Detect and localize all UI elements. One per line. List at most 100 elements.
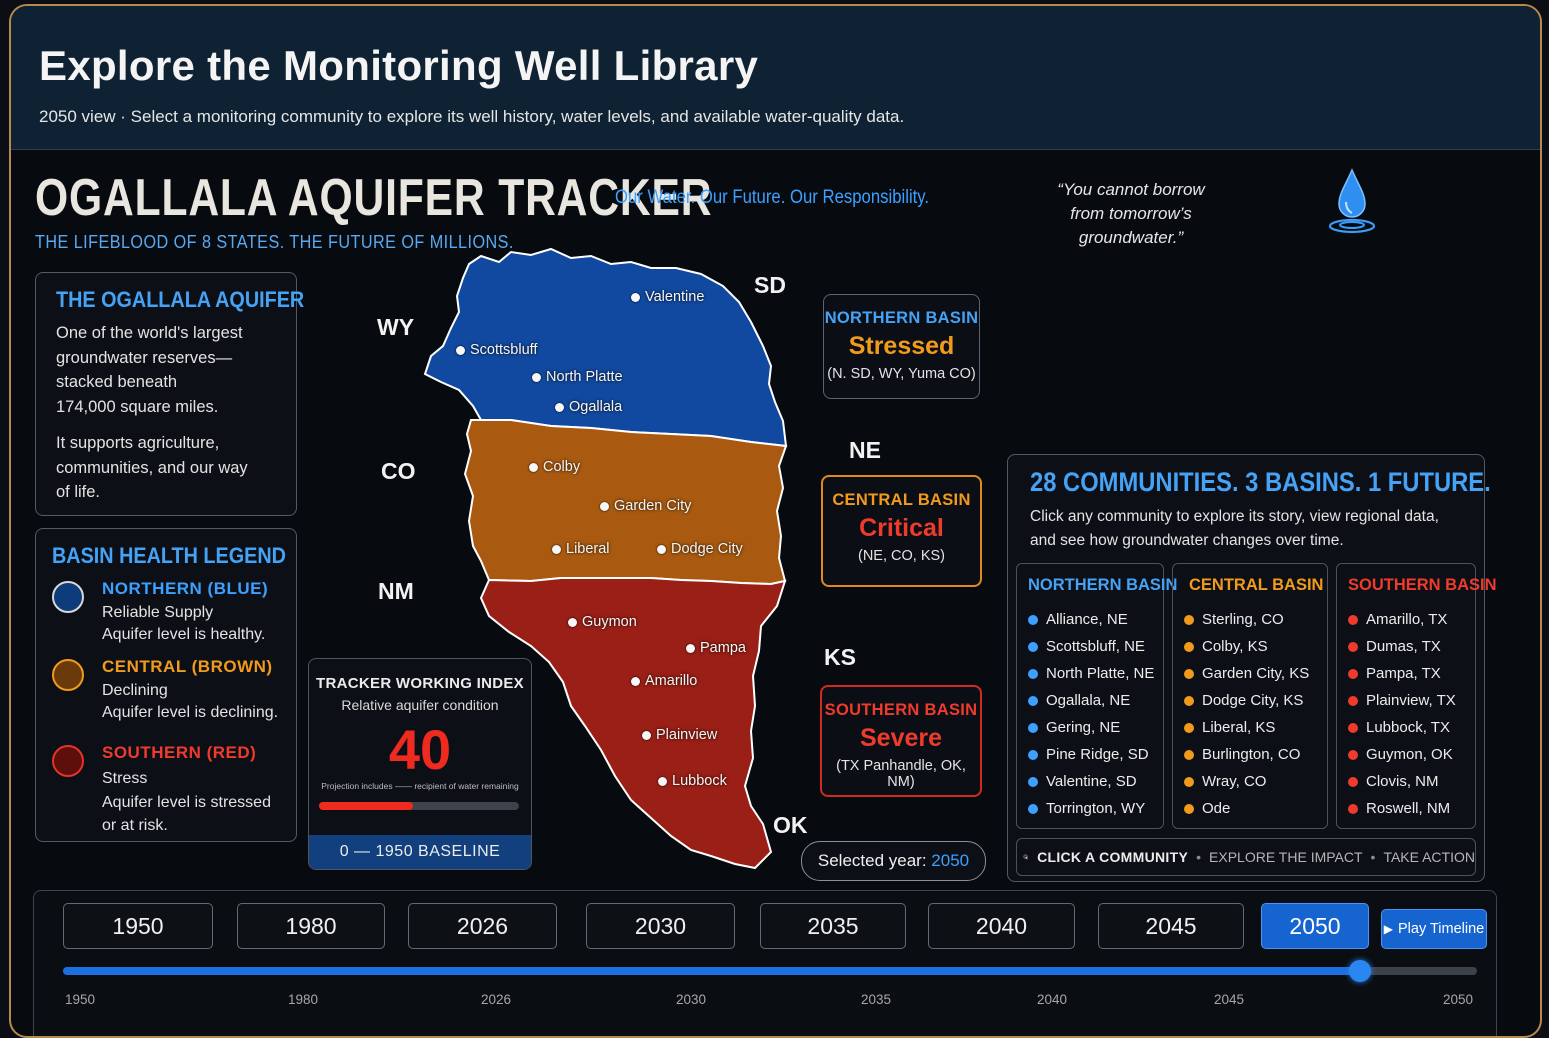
communities-intro: Click any community to explore its story… [1030,505,1439,553]
community-item[interactable]: Pine Ridge, SD [1028,741,1154,768]
cta-explore-impact: EXPLORE THE IMPACT [1209,849,1363,865]
state-label-co: CO [381,458,416,484]
map-city-valentine[interactable]: Valentine [631,289,704,305]
basin-region: (N. SD, WY, Yuma CO) [827,366,976,382]
northern-basin-card[interactable]: NORTHERN BASIN Stressed (N. SD, WY, Yuma… [823,294,980,399]
water-drop-icon [1328,168,1376,234]
aquifer-map [423,247,788,870]
play-timeline-button[interactable]: ▶ Play Timeline [1381,909,1487,949]
quote: “You cannot borrow from tomorrow’s groun… [1026,178,1236,250]
year-button-2050-active[interactable]: 2050 [1261,903,1369,949]
community-item[interactable]: Alliance, NE [1028,606,1154,633]
about-text: One of the world's largest groundwater r… [56,321,248,505]
blue-circle-icon [52,581,84,613]
index-value: 40 [388,718,452,781]
timeline-tick: 2035 [861,992,892,1007]
timeline-slider-handle[interactable] [1348,960,1371,982]
legend-name: SOUTHERN (RED) [102,743,257,762]
map-city-colby[interactable]: Colby [529,459,580,475]
legend-desc: Aquifer level is stressed [102,794,271,811]
community-item[interactable]: Dumas, TX [1348,633,1456,660]
text-line: It supports agriculture, [56,434,220,452]
basin-region: (NE, CO, KS) [857,548,945,564]
map-city-scottsbluff[interactable]: Scottsbluff [456,342,537,358]
map-city-dodge-city[interactable]: Dodge City [657,541,743,557]
cursor-click-icon [1023,854,1029,860]
legend-desc: or at risk. [102,817,168,834]
basin-status: Stressed [848,332,955,360]
community-item[interactable]: Burlington, CO [1184,741,1309,768]
community-item[interactable]: Liberal, KS [1184,714,1309,741]
map-city-pampa[interactable]: Pampa [686,640,746,656]
map-city-amarillo[interactable]: Amarillo [631,673,697,689]
community-item[interactable]: Gering, NE [1028,714,1154,741]
year-button-1950[interactable]: 1950 [63,903,213,949]
community-item[interactable]: Dodge City, KS [1184,687,1309,714]
community-item[interactable]: Garden City, KS [1184,660,1309,687]
central-basin-card[interactable]: CENTRAL BASIN Critical (NE, CO, KS) [821,475,982,587]
community-item[interactable]: Valentine, SD [1028,768,1154,795]
year-button-2026[interactable]: 2026 [408,903,557,949]
map-city-lubbock[interactable]: Lubbock [658,773,727,789]
cta-bar: CLICK A COMMUNITY • EXPLORE THE IMPACT •… [1016,838,1476,876]
southern-basin-region[interactable] [479,577,787,870]
tracker-index-panel: TRACKER WORKING INDEX Relative aquifer c… [308,658,532,870]
community-item[interactable]: Pampa, TX [1348,660,1456,687]
community-item[interactable]: Wray, CO [1184,768,1309,795]
community-item[interactable]: Scottsbluff, NE [1028,633,1154,660]
map-city-garden-city[interactable]: Garden City [600,498,691,514]
northern-basin-region[interactable] [423,247,788,448]
selected-year-label: Selected year: [817,851,927,870]
southern-basin-card[interactable]: SOUTHERN BASIN Severe (TX Panhandle, OK,… [820,685,982,797]
central-community-list: CENTRAL BASIN Sterling, CO Colby, KS Gar… [1172,563,1328,829]
legend-name: CENTRAL (BROWN) [102,657,273,676]
community-item[interactable]: Plainview, TX [1348,687,1456,714]
year-button-2040[interactable]: 2040 [928,903,1075,949]
map-city-liberal[interactable]: Liberal [552,541,610,557]
map-city-plainview[interactable]: Plainview [642,727,717,743]
year-button-2035[interactable]: 2035 [760,903,906,949]
text-line: One of the world's largest [56,324,243,342]
community-item[interactable]: Sterling, CO [1184,606,1309,633]
text-line: communities, and our way [56,458,248,477]
text-line: of life. [56,483,101,501]
community-item[interactable]: Roswell, NM [1348,795,1456,822]
brown-circle-icon [52,659,84,691]
community-item[interactable]: North Platte, NE [1028,660,1154,687]
map-city-north-platte[interactable]: North Platte [532,369,623,385]
community-item[interactable]: Guymon, OK [1348,741,1456,768]
text-line: groundwater reserves— [56,348,233,367]
page-subtitle: 2050 view · Select a monitoring communit… [39,107,905,126]
basin-status: Critical [859,514,944,542]
community-item[interactable]: Colby, KS [1184,633,1309,660]
selected-year-value: 2050 [931,851,970,870]
community-item[interactable]: Ogallala, NE [1028,687,1154,714]
basin-name: NORTHERN BASIN [824,309,979,327]
page-title: Explore the Monitoring Well Library [39,42,759,89]
year-button-2030[interactable]: 2030 [586,903,735,949]
basin-region: (TX Panhandle, OK, NM) [836,758,966,790]
timeline-tick: 2040 [1037,992,1068,1007]
state-label-ks: KS [824,644,856,670]
timeline-slider-fill [63,967,1360,975]
selected-year-pill: Selected year: 2050 [801,841,986,881]
map-city-ogallala[interactable]: Ogallala [555,399,622,415]
community-item[interactable]: Clovis, NM [1348,768,1456,795]
communities-panel: 28 COMMUNITIES. 3 BASINS. 1 FUTURE. Clic… [1007,454,1497,882]
timeline-tick: 2045 [1214,992,1245,1007]
year-button-1980[interactable]: 1980 [237,903,385,949]
column-heading: NORTHERN BASIN [1028,576,1178,594]
index-note: Projection includes —— recipient of wate… [321,781,519,791]
about-aquifer-panel: THE OGALLALA AQUIFER One of the world's … [35,272,304,516]
timeline-tick: 1950 [65,992,96,1007]
red-circle-icon [52,745,84,777]
timeline-slider-track[interactable] [63,960,1477,982]
timeline-tick: 1980 [288,992,319,1007]
community-item[interactable]: Lubbock, TX [1348,714,1456,741]
map-city-guymon[interactable]: Guymon [568,614,637,630]
community-item[interactable]: Torrington, WY [1028,795,1154,822]
index-title: TRACKER WORKING INDEX [316,675,524,692]
community-item[interactable]: Amarillo, TX [1348,606,1456,633]
year-button-2045[interactable]: 2045 [1098,903,1244,949]
community-item[interactable]: Ode [1184,795,1309,822]
